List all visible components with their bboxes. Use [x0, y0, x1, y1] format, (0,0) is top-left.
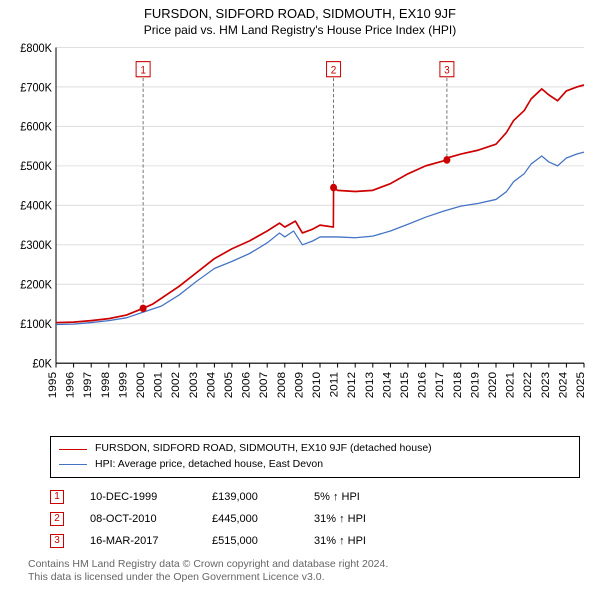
legend-label: FURSDON, SIDFORD ROAD, SIDMOUTH, EX10 9J…: [95, 441, 432, 457]
svg-text:2016: 2016: [417, 372, 429, 398]
svg-text:2022: 2022: [523, 372, 535, 398]
sale-marker: 2: [50, 512, 64, 526]
sale-price: £445,000: [212, 513, 302, 525]
svg-text:£400K: £400K: [20, 200, 52, 212]
svg-text:2024: 2024: [558, 371, 570, 398]
svg-text:1996: 1996: [65, 372, 77, 398]
svg-text:2023: 2023: [540, 372, 552, 398]
sale-row: 3 16-MAR-2017 £515,000 31% ↑ HPI: [50, 530, 580, 552]
sale-marker: 1: [50, 490, 64, 504]
sale-date: 16-MAR-2017: [90, 535, 200, 547]
chart-area: £0K £100K £200K £300K £400K £500K £600K £700K £8…: [10, 41, 590, 430]
svg-text:1998: 1998: [100, 372, 112, 398]
svg-text:£600K: £600K: [20, 121, 52, 133]
svg-text:2020: 2020: [487, 372, 499, 398]
footer-line-1: Contains HM Land Registry data © Crown c…: [28, 558, 580, 571]
svg-text:2010: 2010: [311, 372, 323, 398]
legend-item: HPI: Average price, detached house, East…: [59, 457, 571, 473]
svg-text:2025: 2025: [575, 372, 587, 398]
svg-text:£700K: £700K: [20, 82, 52, 94]
svg-text:£800K: £800K: [20, 42, 52, 54]
legend-item: FURSDON, SIDFORD ROAD, SIDMOUTH, EX10 9J…: [59, 441, 571, 457]
svg-text:2021: 2021: [505, 372, 517, 398]
svg-text:£100K: £100K: [20, 319, 52, 331]
svg-text:2003: 2003: [188, 372, 200, 398]
svg-text:2000: 2000: [135, 372, 147, 398]
sale-row: 1 10-DEC-1999 £139,000 5% ↑ HPI: [50, 486, 580, 508]
sale-delta: 31% ↑ HPI: [314, 535, 424, 547]
sale-row: 2 08-OCT-2010 £445,000 31% ↑ HPI: [50, 508, 580, 530]
legend-label: HPI: Average price, detached house, East…: [95, 457, 323, 473]
svg-text:2008: 2008: [276, 372, 288, 398]
sale-marker: 3: [50, 534, 64, 548]
chart-subtitle: Price paid vs. HM Land Registry's House …: [0, 23, 600, 37]
svg-text:2012: 2012: [347, 372, 359, 398]
svg-text:1999: 1999: [118, 372, 130, 398]
legend-swatch: [59, 464, 87, 465]
sale-price: £515,000: [212, 535, 302, 547]
sale-date: 08-OCT-2010: [90, 513, 200, 525]
svg-text:2006: 2006: [241, 372, 253, 398]
line-chart: £0K £100K £200K £300K £400K £500K £600K £700K £8…: [10, 41, 590, 430]
footer-attribution: Contains HM Land Registry data © Crown c…: [28, 558, 580, 584]
svg-text:2002: 2002: [171, 372, 183, 398]
chart-title: FURSDON, SIDFORD ROAD, SIDMOUTH, EX10 9J…: [0, 6, 600, 21]
svg-text:1997: 1997: [83, 372, 95, 398]
svg-text:2011: 2011: [329, 372, 341, 398]
svg-text:£200K: £200K: [20, 279, 52, 291]
legend: FURSDON, SIDFORD ROAD, SIDMOUTH, EX10 9J…: [50, 436, 580, 478]
svg-text:2019: 2019: [470, 372, 482, 398]
sale-delta: 5% ↑ HPI: [314, 491, 424, 503]
svg-text:1995: 1995: [47, 372, 59, 398]
svg-text:2013: 2013: [364, 372, 376, 398]
svg-text:3: 3: [444, 65, 450, 76]
footer-line-2: This data is licensed under the Open Gov…: [28, 571, 580, 584]
svg-text:£500K: £500K: [20, 161, 52, 173]
svg-text:2: 2: [331, 65, 337, 76]
legend-swatch: [59, 449, 87, 450]
svg-text:2001: 2001: [153, 372, 165, 398]
svg-text:2007: 2007: [259, 372, 271, 398]
svg-text:2009: 2009: [294, 372, 306, 398]
svg-text:2015: 2015: [399, 372, 411, 398]
svg-text:2018: 2018: [452, 372, 464, 398]
sale-delta: 31% ↑ HPI: [314, 513, 424, 525]
sales-table: 1 10-DEC-1999 £139,000 5% ↑ HPI 2 08-OCT-2010…: [50, 486, 580, 552]
sale-date: 10-DEC-1999: [90, 491, 200, 503]
sale-price: £139,000: [212, 491, 302, 503]
svg-text:2005: 2005: [223, 372, 235, 398]
svg-text:2017: 2017: [435, 372, 447, 398]
svg-text:2014: 2014: [382, 371, 394, 398]
svg-text:1: 1: [140, 65, 146, 76]
svg-text:2004: 2004: [206, 371, 218, 398]
svg-text:£300K: £300K: [20, 240, 52, 252]
svg-text:£0K: £0K: [32, 358, 52, 370]
